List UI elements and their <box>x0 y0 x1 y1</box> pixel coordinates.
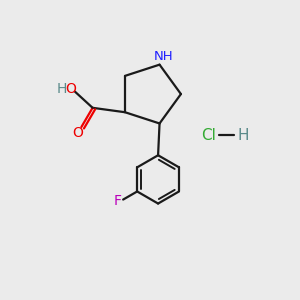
Text: O: O <box>66 82 76 96</box>
Text: H: H <box>56 82 67 96</box>
Text: Cl: Cl <box>202 128 216 143</box>
Text: NH: NH <box>153 50 173 63</box>
Text: H: H <box>237 128 248 143</box>
Text: F: F <box>114 194 122 208</box>
Text: O: O <box>72 126 83 140</box>
